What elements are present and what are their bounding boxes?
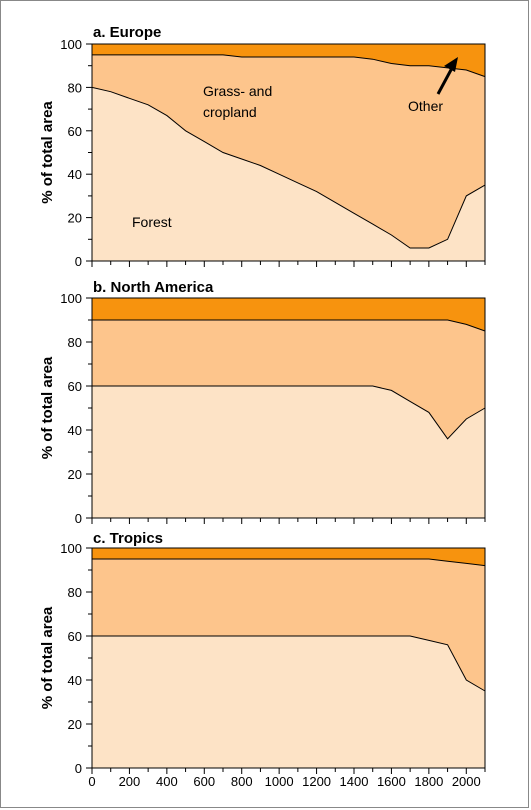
x-tick-label: 600	[193, 774, 215, 789]
y-axis-label: % of total area	[39, 356, 56, 459]
forest-top-line	[92, 385, 486, 440]
y-tick-label: 0	[75, 761, 82, 776]
forest-area	[92, 386, 485, 518]
annotation-other: Other	[408, 98, 443, 114]
x-tick-label: 1000	[265, 774, 294, 789]
x-tick-label: 2000	[452, 774, 481, 789]
arrow-icon	[436, 67, 454, 95]
y-tick-label: 40	[68, 167, 82, 182]
y-tick-label: 100	[60, 37, 82, 52]
panel-title: a. Europe	[93, 24, 161, 41]
y-tick-label: 0	[75, 511, 82, 526]
y-tick-label: 20	[68, 467, 82, 482]
y-tick-label: 100	[60, 541, 82, 556]
grass-top-line	[92, 54, 486, 78]
annotation-cropland: cropland	[203, 104, 257, 120]
panel-1: 0 20 40 60 80 100 a. Europe % of total area Gras…	[39, 24, 486, 269]
annotation-forest: Forest	[132, 214, 172, 230]
y-tick-label: 80	[68, 80, 82, 95]
y-tick-label: 0	[75, 254, 82, 269]
x-tick-label: 200	[119, 774, 141, 789]
forest-top-line	[91, 86, 486, 249]
y-axis-label: % of total area	[39, 606, 56, 709]
x-tick-label: 1400	[340, 774, 369, 789]
forest-area	[92, 87, 485, 262]
y-axis-label: % of total area	[39, 101, 56, 204]
y-tick-label: 20	[68, 717, 82, 732]
panel-title: b. North America	[93, 279, 214, 296]
y-tick-label: 60	[68, 124, 82, 139]
y-tick-label: 100	[60, 291, 82, 306]
panel-2: 0 20 40 60 80 100 b. North America % of total a…	[39, 279, 486, 526]
grass-top-line	[92, 319, 486, 332]
forest-top-line	[92, 635, 486, 692]
y-tick-label: 40	[68, 673, 82, 688]
y-tick-label: 20	[68, 211, 82, 226]
annotation-grass: Grass- and	[203, 83, 272, 99]
y-tick-label: 80	[68, 585, 82, 600]
grass-top-line	[92, 558, 486, 567]
arrow-head-icon	[444, 57, 458, 72]
panel-title: c. Tropics	[93, 530, 163, 547]
y-tick-label: 80	[68, 335, 82, 350]
y-tick-label: 60	[68, 629, 82, 644]
x-tick-label: 0	[88, 774, 95, 789]
x-tick-label: 1200	[302, 774, 331, 789]
forest-area	[92, 636, 485, 768]
y-tick-label: 60	[68, 379, 82, 394]
x-tick-label: 400	[156, 774, 178, 789]
x-tick-label: 800	[231, 774, 253, 789]
x-tick-label: 1600	[377, 774, 406, 789]
x-tick-label: 1800	[414, 774, 443, 789]
y-tick-label: 40	[68, 423, 82, 438]
